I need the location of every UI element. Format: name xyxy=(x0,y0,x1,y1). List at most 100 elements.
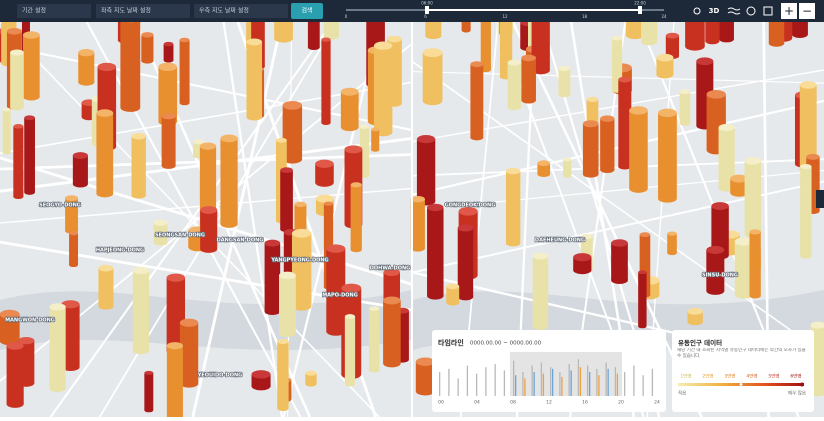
cylinder-top xyxy=(521,54,536,62)
timeline-bar xyxy=(550,367,552,396)
cylinder-top xyxy=(563,157,572,162)
cylinder-body xyxy=(718,127,735,189)
zoom-in[interactable] xyxy=(781,3,797,19)
cylinder-body xyxy=(730,178,749,193)
timeline-bar xyxy=(561,376,563,396)
right-date[interactable] xyxy=(194,4,288,18)
slider-handle[interactable] xyxy=(638,6,642,14)
cylinder-body xyxy=(368,308,380,371)
cylinder-body xyxy=(658,112,677,199)
left-date[interactable] xyxy=(96,4,190,18)
cylinder-body xyxy=(665,35,680,57)
timeline-bar xyxy=(524,378,526,396)
cylinder-top xyxy=(264,239,281,247)
cylinder-body xyxy=(326,248,346,332)
cylinder-body xyxy=(800,166,812,257)
search-button[interactable] xyxy=(291,3,323,19)
cylinder-body xyxy=(507,62,521,108)
timeline-tick: 16 xyxy=(582,400,588,406)
cylinder-top xyxy=(192,139,204,145)
cylinder-top xyxy=(246,38,263,46)
timeline-bar xyxy=(577,359,580,396)
cylinder-body xyxy=(282,105,303,160)
cylinder-top xyxy=(277,338,289,345)
cylinder-body xyxy=(49,306,66,389)
light-icon[interactable] xyxy=(693,7,701,15)
timeline-range: 0000.00.00 ~ 0000.00.00 xyxy=(470,341,542,347)
cylinder-body xyxy=(200,209,218,249)
timeline-bar xyxy=(614,367,617,396)
cylinder-top xyxy=(282,100,303,110)
slider-handle[interactable] xyxy=(425,6,429,14)
cylinder-top xyxy=(734,237,753,246)
timeline-bar xyxy=(513,360,515,396)
cylinder-top xyxy=(315,159,334,168)
layer-icon[interactable] xyxy=(727,7,741,15)
cylinder-body xyxy=(427,207,444,296)
timeline-bar xyxy=(568,364,570,396)
cylinder-body xyxy=(141,34,154,61)
cylinder-top xyxy=(600,115,615,122)
cylinder-top xyxy=(158,62,178,72)
road xyxy=(411,99,824,196)
cylinder-body xyxy=(799,84,817,170)
cylinder-top xyxy=(179,37,190,43)
timeline-bar xyxy=(587,365,589,396)
cylinder-body xyxy=(611,38,623,91)
cylinder-top xyxy=(344,314,356,319)
cylinder-top xyxy=(638,270,647,275)
cylinder-top xyxy=(618,76,632,83)
cylinder-body xyxy=(220,138,238,225)
cylinder-top xyxy=(315,194,334,203)
timeline-bar xyxy=(642,375,644,396)
cylinder-body xyxy=(410,199,425,249)
cylinder-body xyxy=(422,52,443,101)
cylinder-body xyxy=(323,203,334,288)
cylinder-body xyxy=(315,163,334,183)
timeline-bar xyxy=(607,368,609,396)
zoom-out[interactable] xyxy=(799,3,815,19)
legend-marker xyxy=(739,383,743,386)
map-label: MAPO-DONG xyxy=(322,293,358,299)
period-select[interactable] xyxy=(17,4,91,18)
legend-description: 해당 기간 내 조회된 지역별 유동인구 데이터에는 약간의 오차가 있을 수 … xyxy=(677,348,806,359)
timeline-bar xyxy=(596,368,598,396)
map-label: SEONGSAN-DONG xyxy=(155,233,205,239)
map-label: DOHWA-DONG xyxy=(370,266,411,272)
cylinder-top xyxy=(800,164,812,170)
grid-icon[interactable] xyxy=(763,6,773,16)
cylinder-body xyxy=(505,171,521,244)
cylinder-top xyxy=(141,32,154,38)
cylinder-top xyxy=(558,65,571,72)
cylinder-top xyxy=(97,62,117,72)
panel-toggle[interactable] xyxy=(816,190,824,208)
clock-icon[interactable] xyxy=(746,6,756,16)
cylinder-body xyxy=(251,374,271,387)
timeline-bar xyxy=(448,368,450,396)
cylinder-body xyxy=(667,233,677,253)
legend-low: 적음 xyxy=(678,390,686,397)
legend-panel xyxy=(672,330,814,412)
cylinder-body xyxy=(350,184,362,250)
cylinder-top xyxy=(251,370,271,379)
cylinder-top xyxy=(658,108,677,118)
timeline-bar xyxy=(570,370,572,396)
timeline-bar xyxy=(651,368,654,396)
cylinder-body xyxy=(415,361,435,392)
mode-3d[interactable]: 3D xyxy=(709,7,720,15)
slider-tick: 0 xyxy=(345,14,348,19)
cylinder-top xyxy=(280,167,293,173)
cylinder-top xyxy=(730,174,749,183)
cylinder-body xyxy=(521,57,536,101)
cylinder-body xyxy=(264,243,281,312)
timeline-tick: 20 xyxy=(618,400,624,406)
cylinder-top xyxy=(294,201,307,208)
cylinder-top xyxy=(629,106,648,115)
timeline-tick: 04 xyxy=(474,400,480,406)
cylinder-top xyxy=(371,127,380,132)
cylinder-top xyxy=(61,300,80,309)
cylinder-top xyxy=(344,145,363,154)
cylinder-body xyxy=(120,17,141,108)
cylinder-body xyxy=(166,345,183,418)
cylinder-body xyxy=(371,129,380,150)
